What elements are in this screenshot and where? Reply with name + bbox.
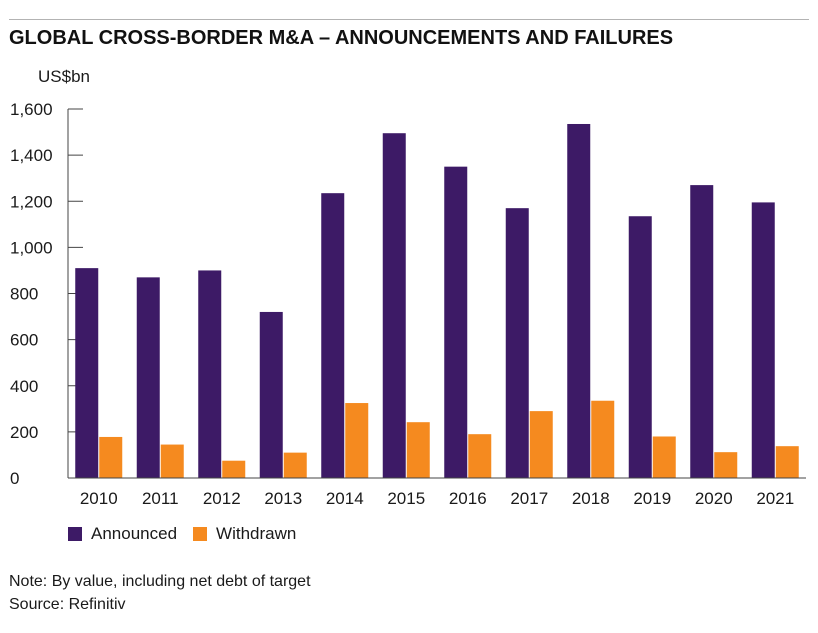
legend-swatch-withdrawn [193, 527, 208, 541]
bar-withdrawn-2012 [222, 460, 246, 478]
legend-label-withdrawn: Withdrawn [216, 524, 297, 543]
y-tick-label: 0 [10, 469, 19, 488]
legend-item-announced: Announced [68, 524, 177, 544]
x-tick-label: 2011 [142, 489, 179, 508]
bar-withdrawn-2016 [468, 434, 492, 478]
x-tick-label: 2016 [449, 489, 487, 508]
bar-announced-2018 [567, 123, 591, 478]
legend-swatch-announced [68, 527, 82, 541]
x-tick-label: 2019 [633, 489, 671, 508]
bar-withdrawn-2021 [775, 446, 799, 478]
y-tick-label: 1,600 [10, 100, 53, 119]
x-tick-label: 2013 [264, 489, 302, 508]
y-tick-label: 200 [10, 423, 38, 442]
x-tick-label: 2014 [326, 489, 364, 508]
bar-withdrawn-2019 [652, 436, 676, 478]
x-tick-label: 2012 [203, 489, 241, 508]
bar-announced-2021 [751, 202, 775, 478]
bar-announced-2014 [321, 193, 345, 478]
bar-announced-2010 [75, 268, 99, 478]
bar-announced-2011 [136, 277, 160, 478]
bar-announced-2015 [382, 133, 406, 478]
bars-group [75, 123, 799, 478]
x-tick-label: 2017 [510, 489, 548, 508]
x-tick-label: 2018 [572, 489, 610, 508]
x-axis: 2010 2011 2012 2013 2014 2015 2016 2017 2018 2019… [68, 477, 806, 508]
y-tick-label: 600 [10, 331, 38, 350]
bar-withdrawn-2017 [529, 411, 553, 478]
bar-announced-2012 [198, 270, 222, 478]
bar-withdrawn-2011 [160, 444, 184, 478]
x-tick-label: 2020 [695, 489, 733, 508]
y-tick-label: 1,000 [10, 238, 53, 257]
y-axis: 0 200 400 600 800 1,000 1,200 1,400 1,600 [10, 100, 83, 488]
bar-announced-2017 [505, 208, 529, 478]
chart-title: GLOBAL CROSS-BORDER M&A – ANNOUNCEMENTS … [9, 27, 674, 49]
bar-withdrawn-2015 [406, 422, 430, 478]
x-tick-label: 2021 [756, 489, 794, 508]
bar-announced-2016 [444, 166, 468, 478]
note-text: Note: By value, including net debt of ta… [9, 573, 311, 590]
x-tick-label: 2010 [80, 489, 118, 508]
y-tick-label: 1,400 [10, 146, 53, 165]
bar-withdrawn-2020 [714, 452, 738, 478]
bar-announced-2019 [628, 216, 652, 478]
footnotes: Note: By value, including net debt of ta… [9, 570, 311, 616]
legend-label-announced: Announced [91, 524, 178, 543]
bar-withdrawn-2018 [591, 400, 615, 478]
y-axis-unit-label: US$bn [38, 67, 90, 86]
bar-announced-2013 [259, 311, 283, 478]
bar-withdrawn-2014 [345, 403, 369, 478]
bar-withdrawn-2013 [283, 452, 307, 478]
top-rule [9, 19, 809, 20]
x-tick-label: 2015 [387, 489, 425, 508]
legend: Announced Withdrawn [68, 524, 312, 544]
legend-item-withdrawn: Withdrawn [193, 524, 296, 544]
y-tick-label: 1,200 [10, 192, 53, 211]
y-tick-label: 800 [10, 285, 38, 304]
bar-withdrawn-2010 [99, 436, 123, 478]
source-text: Source: Refinitiv [9, 596, 126, 613]
bar-announced-2020 [690, 185, 714, 478]
y-tick-label: 400 [10, 377, 38, 396]
